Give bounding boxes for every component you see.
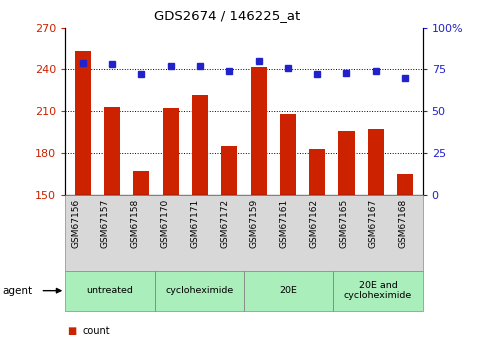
- Bar: [280, 114, 296, 195]
- Text: agent: agent: [2, 286, 32, 296]
- Bar: [75, 51, 91, 195]
- Bar: [251, 67, 267, 195]
- Text: GDS2674 / 146225_at: GDS2674 / 146225_at: [154, 9, 300, 22]
- Text: GSM67157: GSM67157: [101, 199, 110, 248]
- Text: cycloheximide: cycloheximide: [165, 286, 233, 295]
- Text: GSM67162: GSM67162: [310, 199, 318, 248]
- Text: GSM67165: GSM67165: [339, 199, 348, 248]
- Text: GSM67168: GSM67168: [399, 199, 408, 248]
- Text: GSM67156: GSM67156: [71, 199, 80, 248]
- Text: GSM67171: GSM67171: [190, 199, 199, 248]
- Text: GSM67158: GSM67158: [131, 199, 140, 248]
- Text: count: count: [82, 326, 110, 336]
- Bar: [339, 131, 355, 195]
- Text: GSM67172: GSM67172: [220, 199, 229, 248]
- Text: 20E: 20E: [280, 286, 298, 295]
- Bar: [133, 171, 149, 195]
- Text: ■: ■: [68, 326, 77, 336]
- Text: GSM67159: GSM67159: [250, 199, 259, 248]
- Bar: [368, 129, 384, 195]
- Bar: [192, 95, 208, 195]
- Bar: [163, 108, 179, 195]
- Text: GSM67170: GSM67170: [160, 199, 170, 248]
- Text: GSM67161: GSM67161: [280, 199, 289, 248]
- Text: GSM67167: GSM67167: [369, 199, 378, 248]
- Text: 20E and
cycloheximide: 20E and cycloheximide: [344, 281, 412, 300]
- Bar: [397, 174, 413, 195]
- Text: untreated: untreated: [86, 286, 133, 295]
- Bar: [221, 146, 237, 195]
- Bar: [309, 149, 325, 195]
- Bar: [104, 107, 120, 195]
